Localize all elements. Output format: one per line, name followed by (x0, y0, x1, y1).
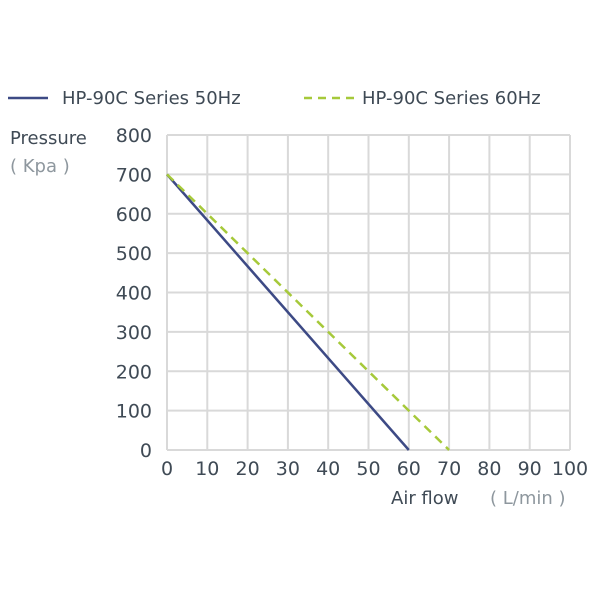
x-tick-label: 40 (316, 458, 340, 480)
y-tick-labels: 0 100 200 300 400 500 600 700 800 (116, 125, 152, 462)
x-tick-label: 10 (195, 458, 219, 480)
x-tick-label: 70 (437, 458, 461, 480)
y-tick-label: 400 (116, 283, 152, 305)
y-axis-unit: ( Kpa ) (10, 156, 70, 177)
x-axis-title: Air flow (391, 488, 459, 509)
x-tick-label: 0 (161, 458, 173, 480)
x-tick-labels: 0 10 20 30 40 50 60 70 80 90 100 (161, 458, 588, 480)
legend-label-50hz: HP-90C Series 50Hz (62, 88, 241, 109)
y-tick-label: 100 (116, 401, 152, 423)
legend-label-60hz: HP-90C Series 60Hz (362, 88, 541, 109)
legend: HP-90C Series 50Hz HP-90C Series 60Hz (8, 88, 541, 109)
y-tick-label: 300 (116, 322, 152, 344)
x-axis-unit: ( L/min ) (490, 488, 566, 509)
series-line-60hz (166, 173, 450, 451)
y-tick-label: 600 (116, 204, 152, 226)
x-tick-label: 20 (236, 458, 260, 480)
y-tick-label: 500 (116, 243, 152, 265)
series-line-50hz (166, 173, 410, 451)
x-tick-label: 50 (356, 458, 380, 480)
y-tick-label: 200 (116, 361, 152, 383)
x-tick-label: 60 (397, 458, 421, 480)
y-tick-label: 800 (116, 125, 152, 147)
grid (166, 134, 571, 451)
x-tick-label: 90 (518, 458, 542, 480)
y-tick-label: 700 (116, 164, 152, 186)
x-tick-label: 100 (552, 458, 588, 480)
y-tick-label: 0 (140, 440, 152, 462)
x-tick-label: 80 (477, 458, 501, 480)
series-lines (166, 173, 450, 451)
x-tick-label: 30 (276, 458, 300, 480)
y-axis-title: Pressure (10, 128, 87, 149)
